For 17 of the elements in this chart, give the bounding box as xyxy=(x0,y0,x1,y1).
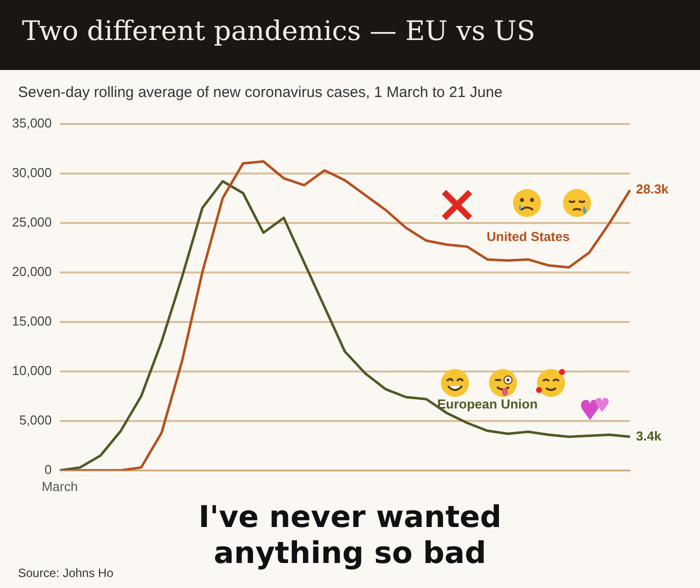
y-tick-label: 5,000 xyxy=(19,412,52,428)
data-label: 3.4k xyxy=(636,428,662,444)
chart-subtitle: Seven-day rolling average of new coronavirus cases, 1 March to 21 June xyxy=(17,83,504,101)
y-tick-label: 20,000 xyxy=(12,264,52,279)
y-tick-label: 15,000 xyxy=(12,313,52,328)
y-tick-label: 10,000 xyxy=(12,362,52,378)
series-label: United States xyxy=(486,229,570,244)
y-tick-label: 25,000 xyxy=(12,214,52,230)
x-tick-label: March xyxy=(42,478,78,494)
source-note: Source: Johns Ho xyxy=(18,566,114,580)
data-label: 28.3k xyxy=(636,182,670,197)
series-label: European Union xyxy=(437,396,538,412)
y-tick-label: 30,000 xyxy=(12,164,52,180)
y-tick-label: 0 xyxy=(44,462,52,477)
chart-title: Two different pandemics — EU vs US xyxy=(0,0,700,70)
text: I've never wanted anything so bad xyxy=(197,500,503,572)
y-tick-label: 35,000 xyxy=(12,115,52,130)
